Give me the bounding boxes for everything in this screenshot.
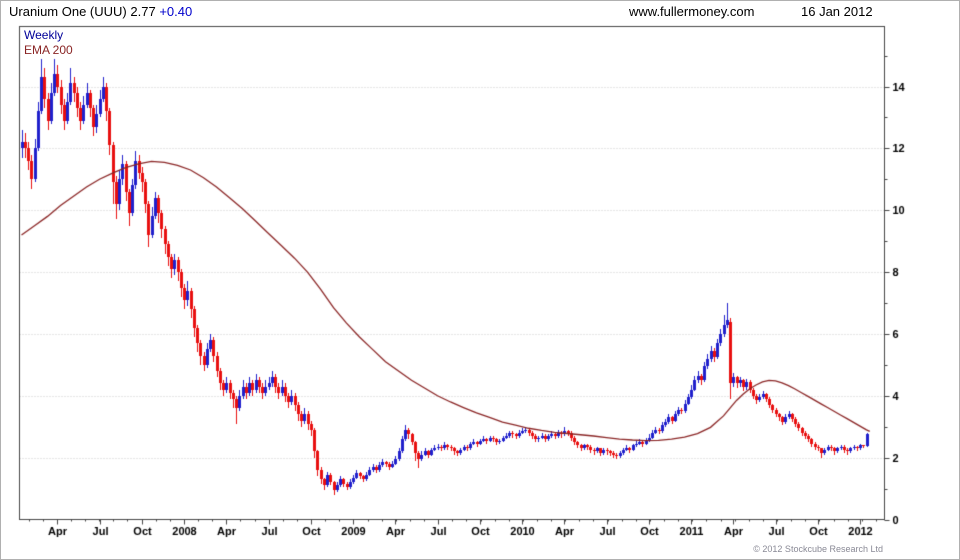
instrument-name: Uranium One (UUU)	[9, 4, 127, 19]
website-label: www.fullermoney.com	[629, 4, 755, 19]
chart-legend: Weekly EMA 200	[24, 28, 73, 58]
copyright-notice: © 2012 Stockcube Research Ltd	[753, 544, 883, 554]
chart-header-title: Uranium One (UUU) 2.77 +0.40	[9, 4, 192, 19]
price-change: +0.40	[159, 4, 193, 19]
chart-date: 16 Jan 2012	[801, 4, 873, 19]
last-price: 2.77	[130, 4, 156, 19]
legend-timeframe: Weekly	[24, 28, 64, 42]
legend-ema-200: EMA 200	[24, 43, 73, 57]
